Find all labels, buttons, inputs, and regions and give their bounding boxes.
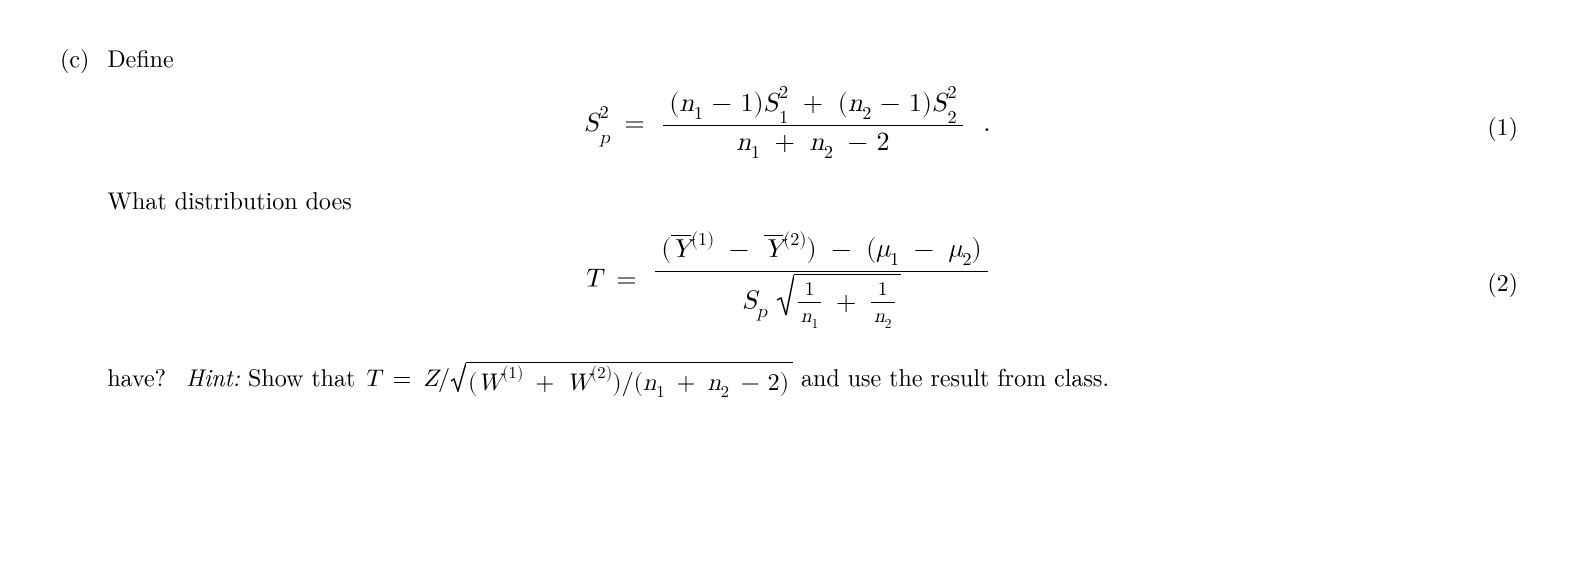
- eq2-mu1: μ: [876, 237, 890, 263]
- eq2-fraction: (Y(1) − Y(2)) − (μ1 − μ2) Sp: [655, 230, 987, 332]
- eq1-S1-sup: 2: [779, 84, 788, 101]
- eq1-lhs-sub: p: [600, 129, 610, 146]
- eq1-lhs-S: S: [584, 111, 598, 137]
- radical-icon-small: [450, 362, 466, 392]
- hint-equals: =: [389, 367, 416, 391]
- hint-T: T: [363, 367, 380, 391]
- equation-2-number: (2): [1487, 264, 1518, 298]
- hint-suffix: and use the result from class.: [793, 359, 1109, 393]
- hint-plus-a: +: [531, 371, 558, 395]
- hint-tail: − 2: [737, 371, 780, 395]
- eq2-Ybar1: Y: [671, 237, 691, 263]
- eq1-S2-sub: 2: [948, 109, 957, 126]
- hint-plus-b: +: [673, 371, 700, 395]
- hint-paragraph: have? Hint: Show that T = Z/ (W(1) + W(2…: [107, 358, 1518, 404]
- equation-1: S2p = (n1 − 1)S21 + (n2 − 1)S22 n1 +: [107, 88, 1467, 162]
- hint-n1: n: [643, 371, 656, 395]
- eq2-sqrt: 1 n1 + 1 n2: [776, 274, 901, 332]
- equation-1-row: S2p = (n1 − 1)S21 + (n2 − 1)S22 n1 +: [107, 88, 1518, 162]
- eq2-Ybar1-sup: (1): [691, 230, 714, 249]
- eq2-mu2: μ: [949, 237, 963, 263]
- eq2-frac2-n: n: [874, 306, 885, 326]
- eq1-period: .: [975, 111, 990, 137]
- eq2-Sp: S: [742, 289, 756, 315]
- minus-op-b: −: [825, 237, 857, 263]
- eq1-n2b: n: [809, 130, 823, 156]
- radical-icon: [776, 274, 794, 316]
- eq1-S2-sup: 2: [948, 84, 957, 101]
- hint-n1-sub: 1: [656, 384, 664, 401]
- hint-label: Hint:: [186, 359, 240, 393]
- hint-W1-sup: (1): [502, 365, 523, 382]
- problem-part-c: (c) Define S2p = (n1 − 1)S21 + (n2 − 1)S…: [60, 40, 1518, 404]
- eq2-frac2-num: 1: [871, 277, 895, 303]
- hint-Z: Z: [423, 367, 438, 391]
- plus-op-den: +: [769, 130, 801, 156]
- hint-n2-sub: 2: [721, 384, 729, 401]
- hint-W1: W: [477, 371, 502, 395]
- between-text: What distribution does: [107, 182, 1518, 216]
- eq2-frac1-nsub: 1: [811, 317, 818, 331]
- eq2-Ybar2: Y: [764, 237, 784, 263]
- eq1-S1-sub: 1: [779, 109, 788, 126]
- hint-sqrt: (W(1) + W(2))/(n1 + n2 − 2): [450, 362, 793, 404]
- hint-W2-sup: (2): [591, 365, 612, 382]
- equation-2-row: T = (Y(1) − Y(2)) − (μ1 − μ2): [107, 230, 1518, 332]
- eq1-n2b-sub: 2: [824, 143, 833, 162]
- plus-op-sqrt: +: [832, 290, 860, 316]
- equals-sign: =: [618, 111, 650, 137]
- part-label: (c): [60, 40, 89, 404]
- problem-body: Define S2p = (n1 − 1)S21 + (n2 − 1)S22: [107, 40, 1518, 404]
- eq1-n1a-sub: 1: [694, 104, 703, 123]
- intro-text: Define: [107, 40, 1518, 74]
- eq2-frac1-n: n: [801, 306, 812, 326]
- hint-n2: n: [707, 371, 720, 395]
- eq1-n1a: n: [679, 91, 693, 117]
- minus-op-a: −: [723, 237, 755, 263]
- eq1-n2a-sub: 2: [862, 104, 871, 123]
- eq2-T: T: [583, 267, 602, 293]
- eq1-S1: S: [764, 91, 778, 117]
- eq2-equals: =: [610, 267, 642, 293]
- eq1-fraction: (n1 − 1)S21 + (n2 − 1)S22 n1 + n2 − 2: [663, 88, 962, 162]
- slash-op: /: [438, 367, 450, 391]
- eq2-Ybar2-sup: (2): [783, 230, 806, 249]
- equation-1-number: (1): [1487, 108, 1518, 142]
- eq1-S2: S: [932, 91, 946, 117]
- hint-equation: T = Z/ (W(1) + W(2))/(n1 + n2 − 2): [363, 367, 793, 391]
- eq1-minus1b: − 1: [880, 91, 922, 117]
- equation-2: T = (Y(1) − Y(2)) − (μ1 − μ2): [107, 230, 1467, 332]
- eq2-frac1-num: 1: [798, 277, 822, 303]
- eq1-n1b-sub: 1: [751, 143, 760, 162]
- eq1-lhs-sup: 2: [600, 104, 610, 121]
- plus-op: +: [797, 91, 829, 117]
- after-text: have?: [107, 359, 166, 393]
- hint-W2: W: [566, 371, 591, 395]
- minus-op-c: −: [908, 237, 940, 263]
- eq2-frac2-nsub: 2: [885, 317, 892, 331]
- eq1-n1b: n: [736, 130, 750, 156]
- eq1-minus1a: − 1: [712, 91, 754, 117]
- eq1-n2a: n: [848, 91, 862, 117]
- eq1-den-tail: − 2: [842, 130, 890, 156]
- eq2-mu2-sub: 2: [962, 250, 971, 269]
- hint-prefix: Show that: [240, 359, 363, 393]
- eq2-mu1-sub: 1: [890, 250, 899, 269]
- eq2-Sp-sub: p: [757, 302, 767, 321]
